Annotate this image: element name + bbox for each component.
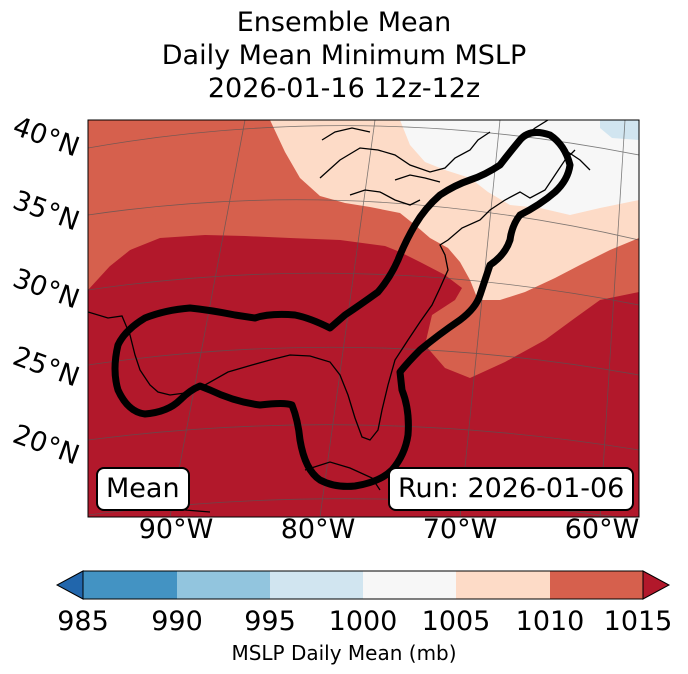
lon-label-60w: 60°W <box>564 514 640 545</box>
colorbar-segment-990-995 <box>177 571 270 599</box>
colorbar-segment-995-1000 <box>270 571 363 599</box>
mslp-contour <box>111 128 574 490</box>
colorbar-tick-1005: 1005 <box>421 606 491 637</box>
colorbar-segment-1000-1005 <box>363 571 456 599</box>
title-line-3: 2026-01-16 12z-12z <box>207 73 481 104</box>
pressure-band-995-1000 <box>600 120 639 140</box>
colorbar-min-extend <box>55 570 84 600</box>
colorbar-frame <box>82 570 644 600</box>
map-frame <box>87 119 640 518</box>
lon-label-70w: 70°W <box>422 514 498 545</box>
colorbar-max-extend <box>642 570 671 600</box>
colorbar-segment-1010-1015 <box>550 571 643 599</box>
title-line-1: Ensemble Mean <box>236 7 452 38</box>
colorbar-tick-1010: 1010 <box>515 606 585 637</box>
pressure-band-1000-1005 <box>400 120 639 215</box>
mean-label-box: Mean <box>96 467 190 511</box>
colorbar-tick-995: 995 <box>244 606 296 637</box>
colorbar-tick-1015: 1015 <box>603 606 673 637</box>
run-date-box: Run: 2026-01-06 <box>388 467 635 511</box>
colorbar-tick-985: 985 <box>57 606 109 637</box>
pressure-band-1010-1015-left <box>88 205 160 290</box>
lon-label-90w: 90°W <box>138 514 214 545</box>
colorbar <box>55 570 671 600</box>
lon-label-80w: 80°W <box>280 514 356 545</box>
map-area <box>88 120 639 517</box>
colorbar-label: MSLP Daily Mean (mb) <box>231 641 457 665</box>
colorbar-tick-990: 990 <box>151 606 203 637</box>
title-line-2: Daily Mean Minimum MSLP <box>161 40 527 71</box>
colorbar-tick-1000: 1000 <box>328 606 398 637</box>
colorbar-segment-1005-1010 <box>456 571 550 599</box>
colorbar-segment-985-990 <box>83 571 177 599</box>
